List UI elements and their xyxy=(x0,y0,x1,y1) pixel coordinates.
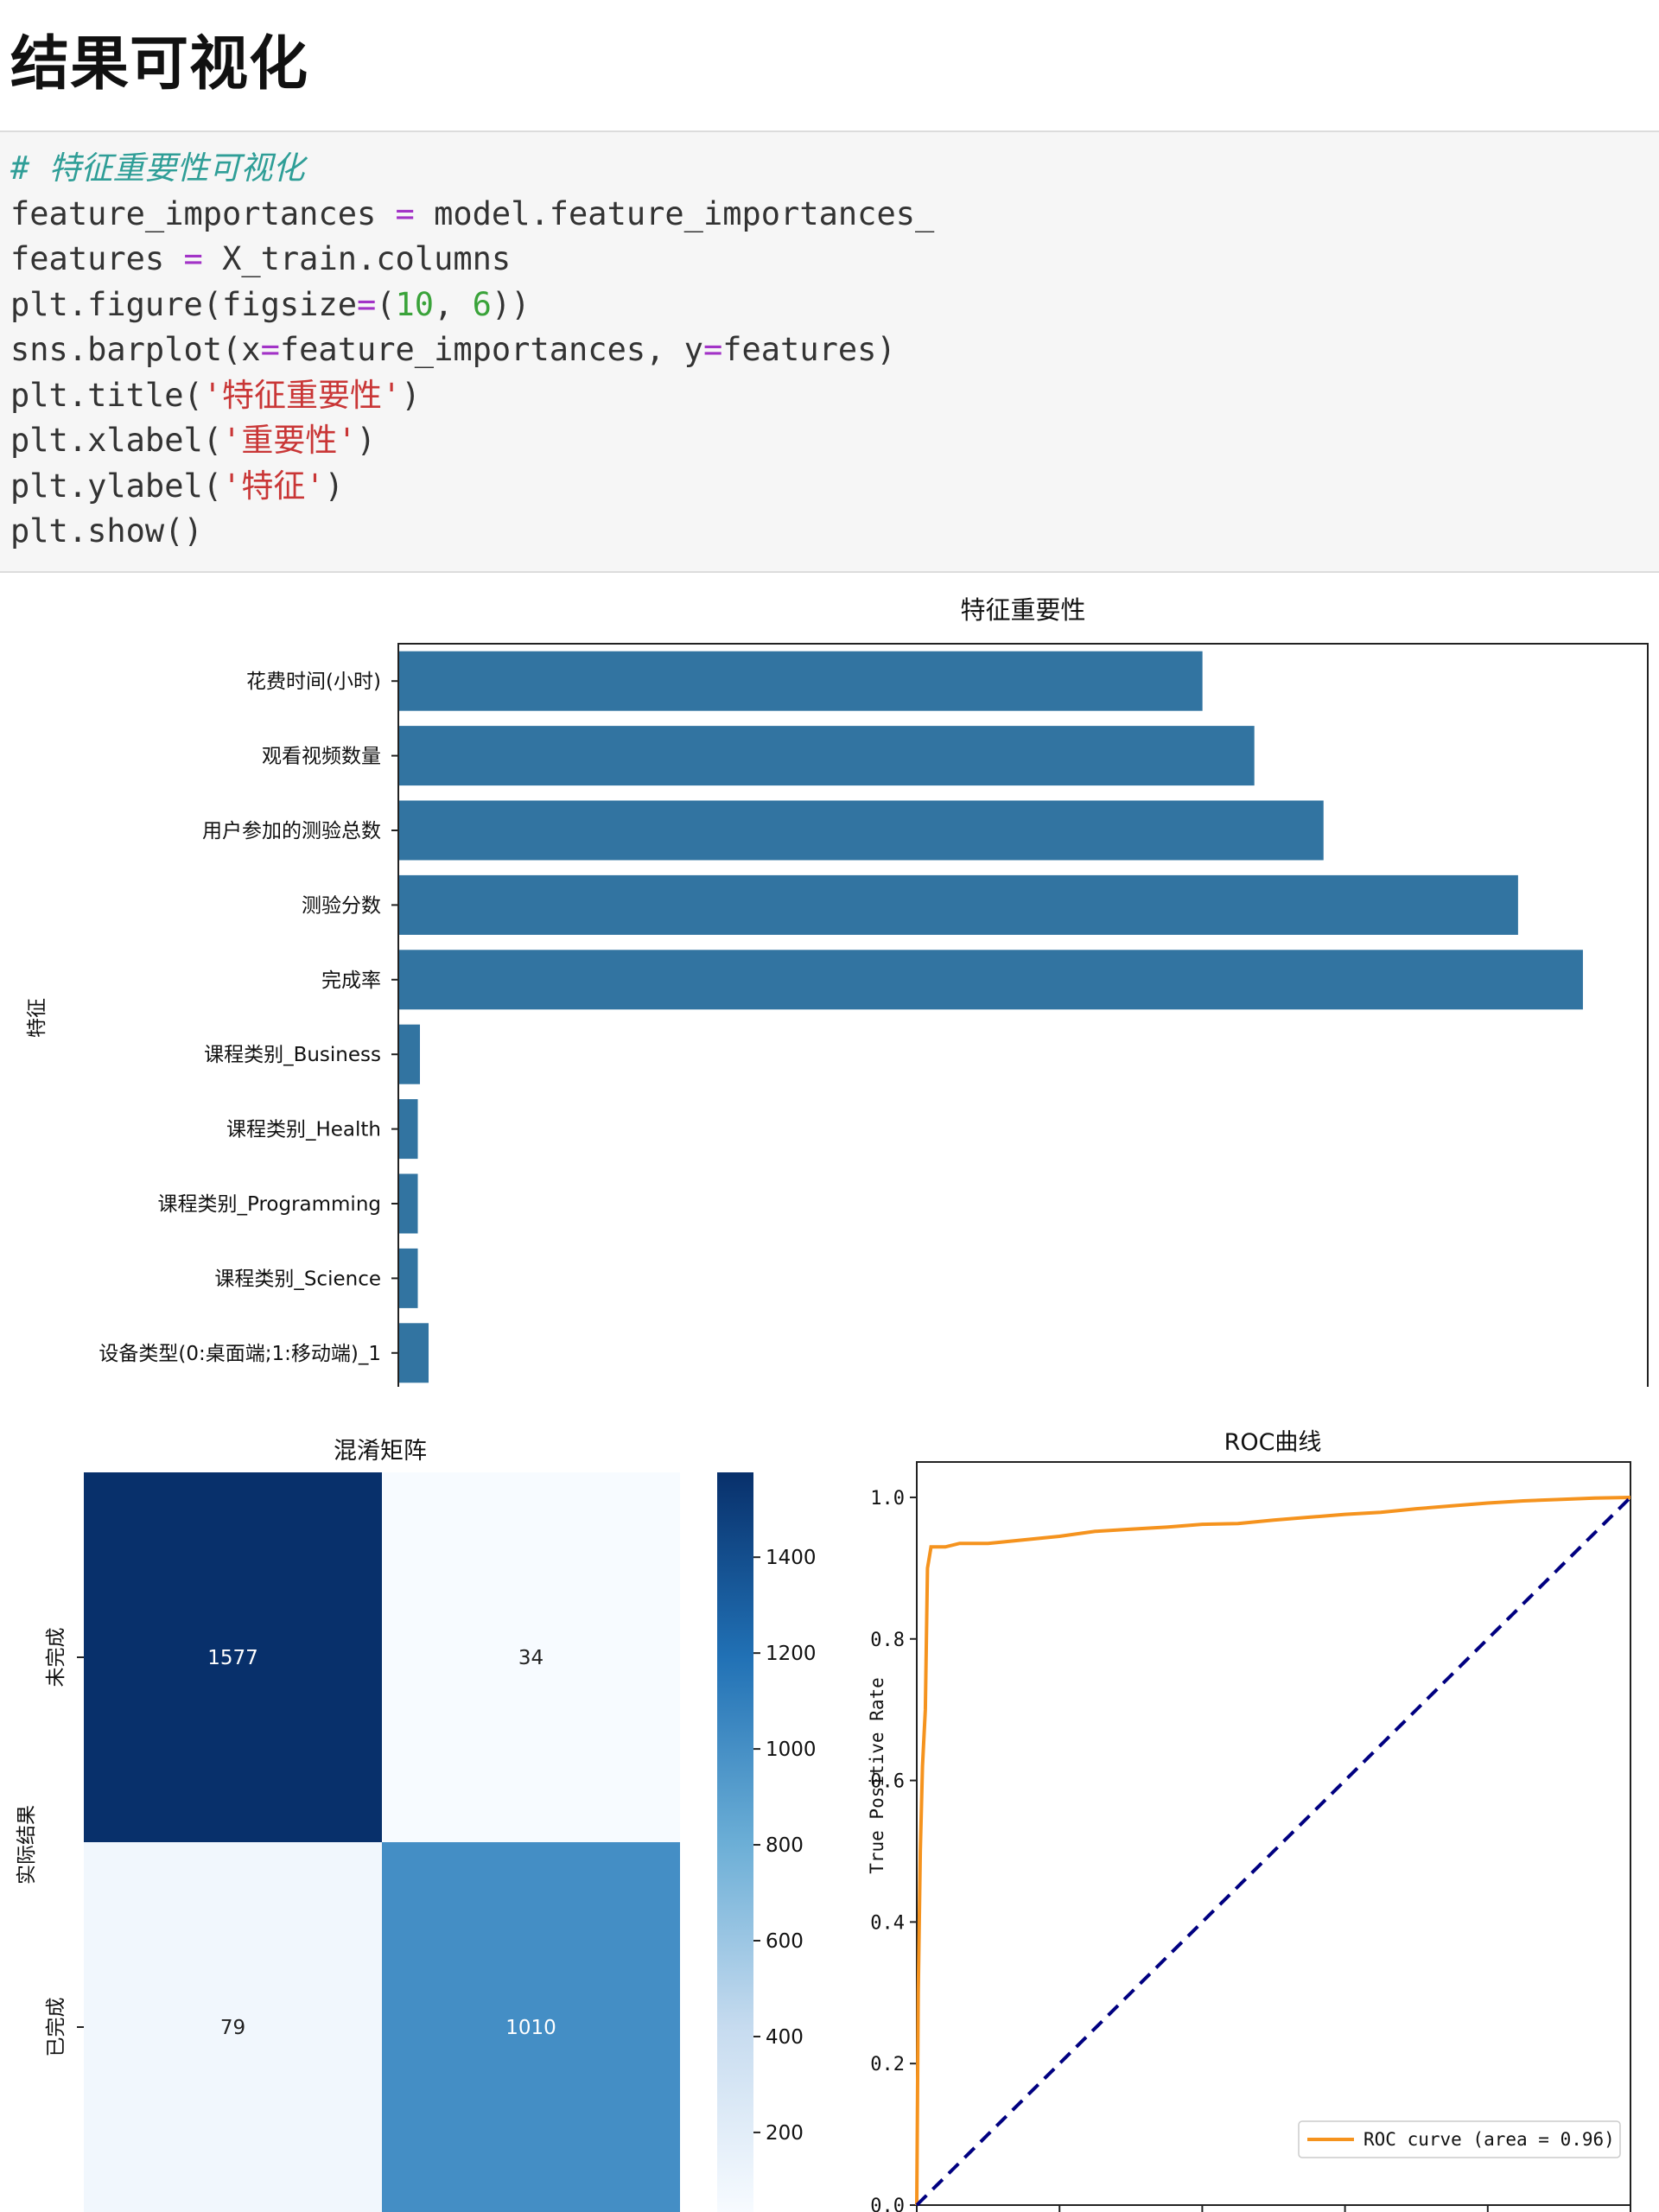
y-tick-label: 0.6 xyxy=(870,1771,905,1793)
bar xyxy=(398,1024,421,1084)
bar-label: 测验分数 xyxy=(302,894,381,917)
bar-label: 完成率 xyxy=(321,969,381,992)
bar xyxy=(398,651,1203,711)
colorbar-tick-label: 1400 xyxy=(766,1547,817,1569)
bar-label: 课程类别_Health xyxy=(226,1119,381,1141)
row-label: 已完成 xyxy=(45,1998,67,2057)
roc-curve-line xyxy=(915,1496,1631,2206)
y-axis-label: True Positive Rate xyxy=(867,1677,887,1874)
y-tick-label: 0.2 xyxy=(870,2054,905,2075)
code-cell[interactable]: # 特征重要性可视化 feature_importances = model.f… xyxy=(0,130,1659,573)
heatmap-cell xyxy=(382,1842,680,2212)
bar-label: 用户参加的测验总数 xyxy=(202,820,381,842)
colorbar-tick-label: 200 xyxy=(766,2122,804,2145)
diagonal-reference-line xyxy=(915,1496,1632,2207)
colorbar-tick-label: 1000 xyxy=(766,1738,817,1761)
bar xyxy=(398,1248,418,1308)
colorbar-tick-label: 800 xyxy=(766,1834,804,1857)
bar xyxy=(398,1173,418,1234)
colorbar-tick-label: 600 xyxy=(766,1930,804,1953)
page-title: 结果可视化 xyxy=(10,30,309,99)
chart-title: 特征重要性 xyxy=(960,595,1085,625)
roc-ticks: 0.00.20.40.60.81.00.00.20.40.60.81.0 xyxy=(870,1488,1631,2212)
heatmap-annotation: 1010 xyxy=(505,2017,556,2039)
plot-frame xyxy=(916,1461,1631,2206)
y-tick-label: 0.0 xyxy=(870,2196,905,2212)
bar-label: 设备类型(0:桌面端;1:移动端)_1 xyxy=(99,1343,381,1365)
bar-label: 观看视频数量 xyxy=(262,746,381,768)
y-axis-label: 特征 xyxy=(26,998,48,1038)
y-axis-label: 实际结果 xyxy=(16,1805,38,1885)
code-block: # 特征重要性可视化 feature_importances = model.f… xyxy=(10,149,935,550)
bar xyxy=(398,1323,429,1383)
chart-title: 混淆矩阵 xyxy=(334,1438,427,1465)
heatmap-cells xyxy=(84,1472,680,2212)
heatmap-cell xyxy=(84,1842,382,2212)
legend-label: ROC curve (area = 0.96) xyxy=(1363,2129,1615,2150)
legend: ROC curve (area = 0.96) xyxy=(1298,2120,1621,2158)
y-tick-label: 0.8 xyxy=(870,1630,905,1651)
colorbar xyxy=(717,1472,753,2212)
bar-category-labels: 花费时间(小时) 观看视频数量用户参加的测验总数测验分数完成率课程类别_Busin… xyxy=(99,671,381,1365)
bar xyxy=(398,950,1583,1010)
y-tick-label: 0.4 xyxy=(870,1912,905,1934)
colorbar-tick-label: 400 xyxy=(766,2026,804,2049)
chart-title: ROC曲线 xyxy=(1224,1429,1322,1456)
colorbar-ticks: 200 400 600 800 1000 1200 1400 xyxy=(753,1547,817,2145)
colorbar-tick-label: 1200 xyxy=(766,1643,817,1665)
heatmap-annotations: 1577 34 79 1010 xyxy=(207,1647,556,2039)
heatmap-annotation: 34 xyxy=(518,1647,543,1669)
bar xyxy=(398,800,1324,861)
roc-lines xyxy=(915,1496,1632,2207)
bar xyxy=(398,1099,418,1160)
bar-series xyxy=(398,651,1583,1383)
y-tick-label: 1.0 xyxy=(870,1488,905,1510)
bar xyxy=(398,726,1255,786)
heatmap-cell xyxy=(84,1472,382,1842)
bar-ticks xyxy=(391,680,398,1354)
heatmap-cell xyxy=(382,1472,680,1842)
bar xyxy=(398,874,1518,935)
bar-label: 课程类别_Programming xyxy=(157,1193,381,1216)
feature-importance-chart: 特征重要性 特征 花费时间(小时) 观看视频数量用户参加的测验总数测验分数完成率课… xyxy=(26,595,1649,1387)
bar-label: 课程类别_Science xyxy=(214,1268,381,1290)
legend-box xyxy=(1298,2120,1621,2158)
bar-label: 课程类别_Business xyxy=(204,1044,381,1066)
roc-curve-chart: ROC曲线 True Positive Rate 0.0 0.2 0.4 0.6 0.8… xyxy=(867,1429,1632,2212)
heatmap-annotation: 1577 xyxy=(207,1647,258,1669)
plot-frame xyxy=(397,643,1649,1387)
bar-label: 花费时间(小时) xyxy=(246,671,381,693)
row-label: 未完成 xyxy=(45,1628,67,1688)
code-comment: # 特征重要性可视化 xyxy=(10,149,305,187)
heatmap-annotation: 79 xyxy=(220,2017,245,2039)
